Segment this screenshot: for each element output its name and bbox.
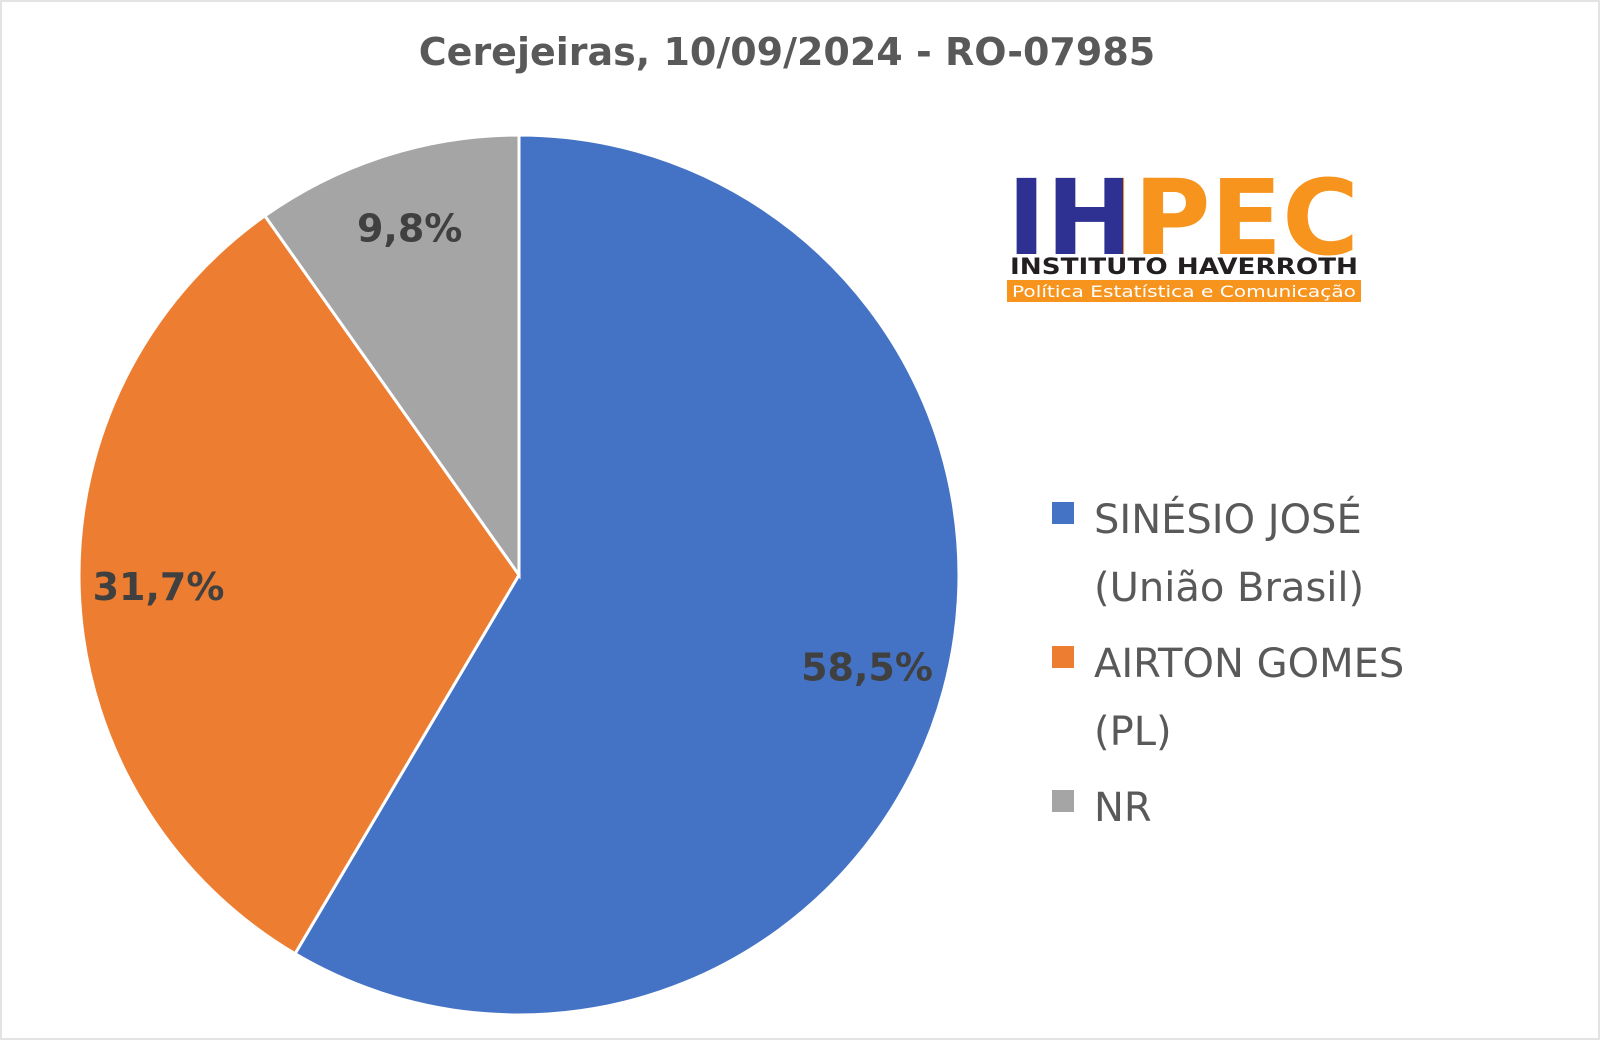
legend-entry: SINÉSIO JOSÉ (União Brasil): [1052, 486, 1472, 622]
legend-label: SINÉSIO JOSÉ (União Brasil): [1094, 497, 1365, 611]
logo-line2: Política Estatística e Comunicação: [1012, 282, 1356, 301]
logo-bar: [1007, 280, 1361, 302]
data-label: 9,8%: [357, 207, 462, 251]
logo-line1: INSTITUTO HAVERROTH: [1010, 255, 1358, 280]
logo-name: IHPEC: [1007, 157, 1359, 279]
legend-swatch: [1052, 646, 1074, 668]
legend-swatch: [1052, 502, 1074, 524]
legend-label: NR: [1094, 785, 1152, 831]
legend-entry: AIRTON GOMES (PL): [1052, 630, 1472, 766]
chart-title: Cerejeiras, 10/09/2024 - RO-07985: [418, 30, 1156, 74]
data-label: 58,5%: [801, 646, 933, 690]
pie-slice: [292, 133, 961, 1017]
data-label: 31,7%: [93, 565, 225, 609]
legend-swatch: [1052, 790, 1074, 812]
legend-entry: NR: [1052, 774, 1472, 842]
pie-slice: [77, 213, 521, 956]
pie: [77, 133, 961, 1017]
pie-slice: [262, 133, 521, 580]
legend: SINÉSIO JOSÉ (União Brasil) AIRTON GOMES …: [1052, 486, 1472, 850]
legend-label: AIRTON GOMES (PL): [1094, 641, 1405, 755]
logo: IHPEC INSTITUTO HAVERROTH Política Estat…: [1007, 157, 1361, 302]
